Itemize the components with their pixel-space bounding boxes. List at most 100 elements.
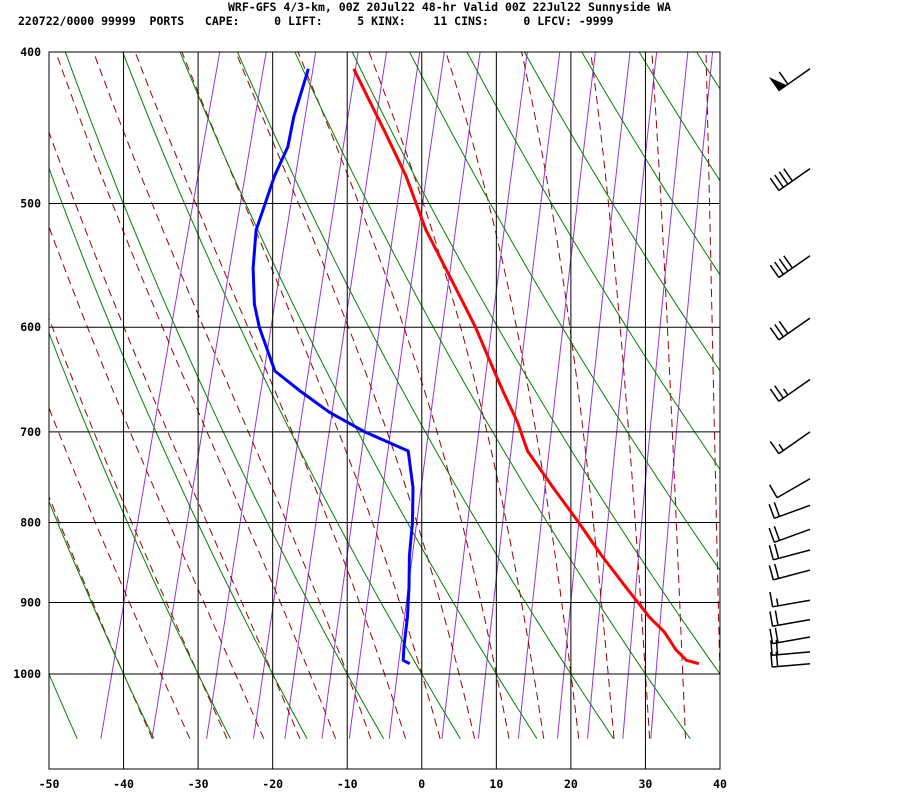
- dry-adiabat-line: [466, 52, 720, 471]
- barb-full-feather: [773, 502, 781, 517]
- barb-full-feather: [769, 591, 774, 607]
- barb-staff: [778, 378, 811, 402]
- barb-half-feather: [782, 388, 789, 396]
- wind-barb: [768, 543, 811, 561]
- mixing-ratio-line: [517, 52, 596, 739]
- x-tick-label: 10: [489, 777, 503, 791]
- y-tick-label: 900: [20, 595, 41, 609]
- barb-staff: [773, 569, 811, 581]
- moist-adiabat-line: [651, 52, 686, 739]
- barb-full-feather: [774, 261, 784, 275]
- barb-full-feather: [778, 71, 789, 85]
- mixing-ratio-line: [557, 52, 631, 739]
- mixing-ratio-line: [622, 52, 689, 739]
- barb-staff: [772, 618, 811, 627]
- mixing-ratio-line: [284, 52, 388, 739]
- wind-barb: [769, 378, 811, 402]
- y-tick-label: 800: [20, 516, 41, 530]
- wind-barb: [769, 317, 811, 341]
- x-tick-label: -40: [113, 777, 134, 791]
- moist-adiabat-line: [49, 406, 191, 739]
- barb-full-feather: [768, 565, 775, 581]
- x-tick-label: 20: [564, 777, 578, 791]
- mixing-ratio-line: [151, 52, 267, 739]
- plot-frame: [48, 51, 721, 770]
- mixing-ratio-line: [348, 52, 445, 739]
- y-tick-label: 1000: [13, 667, 41, 681]
- wind-barb: [770, 651, 811, 668]
- moist-adiabat-line: [181, 52, 441, 739]
- barb-full-feather: [778, 320, 789, 335]
- barb-full-feather: [774, 610, 779, 626]
- barb-half-feather: [775, 598, 779, 606]
- barb-full-feather: [769, 327, 780, 341]
- barb-full-feather: [774, 563, 780, 579]
- wind-barb: [768, 478, 811, 499]
- barb-full-feather: [769, 388, 780, 402]
- x-tick-labels: -50 -40 -30 -20 -10 0 10 20 30 40: [39, 777, 727, 791]
- dry-adiabat-line: [807, 0, 900, 739]
- y-tick-label: 500: [20, 196, 41, 210]
- moist-adiabat-line: [92, 52, 372, 739]
- barb-full-feather: [770, 652, 773, 668]
- dry-adiabat-line: [49, 166, 308, 739]
- temperature-line: [352, 68, 700, 666]
- barb-full-feather: [769, 264, 780, 278]
- barb-full-feather: [769, 177, 780, 191]
- moist-adiabat-line: [590, 52, 651, 739]
- mixing-ratio-line: [587, 52, 658, 739]
- barb-staff: [772, 662, 811, 668]
- dry-adiabats: [49, 0, 900, 739]
- x-tick-label: -20: [262, 777, 283, 791]
- barb-staff: [772, 651, 811, 656]
- barb-full-feather: [778, 171, 789, 185]
- mixing-ratio-lines: [100, 52, 714, 739]
- dry-adiabat-line: [696, 52, 720, 90]
- y-tick-label: 600: [20, 320, 41, 334]
- wind-barb: [770, 639, 811, 656]
- barb-full-feather: [768, 503, 775, 519]
- barb-full-feather: [768, 545, 775, 560]
- mixing-ratio-line: [441, 52, 528, 739]
- x-tick-label: -30: [188, 777, 209, 791]
- moist-adiabat-line: [521, 52, 615, 739]
- moist-adiabat-line: [368, 52, 545, 739]
- dry-adiabat-line: [351, 52, 720, 675]
- wind-barb: [768, 68, 811, 92]
- mixing-ratio-line: [253, 52, 359, 739]
- wind-barbs: [768, 68, 811, 668]
- dry-adiabat-line: [236, 52, 614, 739]
- dry-adiabat-line: [638, 52, 720, 182]
- barb-staff: [778, 317, 811, 341]
- barb-full-feather: [769, 628, 774, 644]
- moist-adiabat-line: [445, 52, 580, 739]
- mixing-ratio-line: [650, 52, 714, 739]
- moist-adiabat-line: [55, 52, 337, 739]
- y-tick-labels: 400 500 600 700 800 900 1000: [13, 45, 41, 681]
- x-tick-label: 30: [639, 777, 653, 791]
- mixing-ratio-line: [388, 52, 481, 739]
- barb-full-feather: [774, 385, 784, 399]
- dry-adiabat-line: [49, 500, 155, 739]
- sounding-stats-line: 220722/0000 99999 PORTS CAPE: 0 LIFT: 5 …: [18, 14, 614, 28]
- dry-adiabat-line: [523, 52, 720, 372]
- x-tick-label: -50: [39, 777, 60, 791]
- mixing-ratio-line: [206, 52, 317, 739]
- mixing-ratio-line: [100, 52, 221, 739]
- sounding-profiles: [251, 68, 700, 666]
- barb-full-feather: [769, 440, 780, 455]
- barb-full-feather: [774, 324, 784, 338]
- wind-barb: [769, 255, 811, 279]
- barb-full-feather: [769, 611, 774, 627]
- barb-full-feather: [774, 174, 784, 188]
- barb-pennant: [768, 77, 788, 92]
- chart-title: WRF-GFS 4/3-km, 00Z 20Jul22 48-hr Valid …: [228, 0, 672, 14]
- x-tick-label: 40: [713, 777, 727, 791]
- barb-staff: [778, 168, 811, 192]
- wind-barb: [769, 610, 811, 627]
- barb-staff: [773, 549, 811, 561]
- moist-adiabats: [49, 52, 720, 739]
- barb-full-feather: [768, 484, 778, 499]
- dry-adiabat-line: [294, 52, 691, 739]
